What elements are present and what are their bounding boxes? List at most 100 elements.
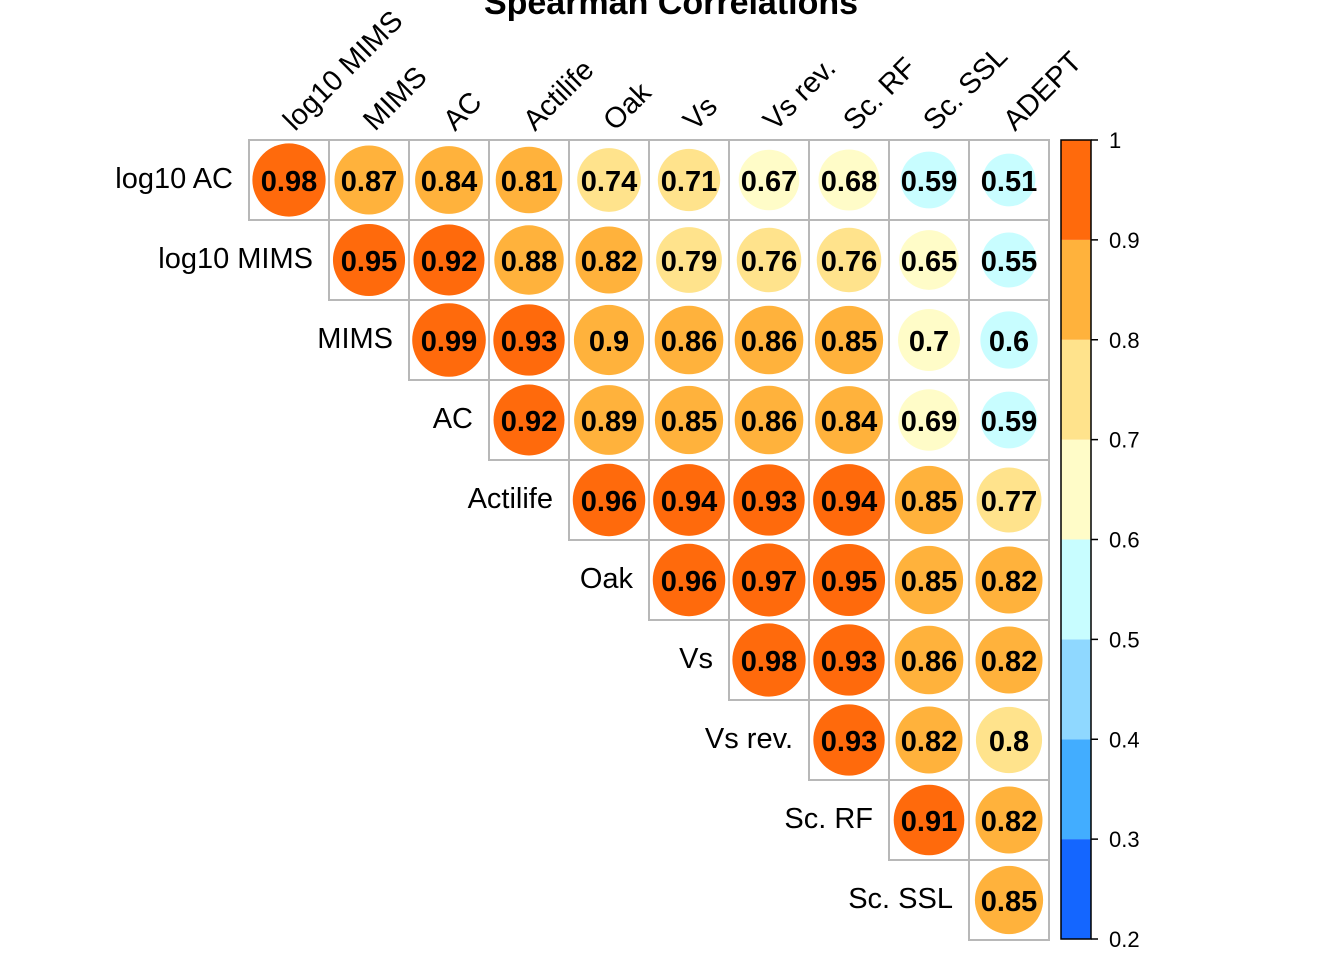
colorbar-segment: [1061, 339, 1091, 440]
correlation-circle: [813, 464, 885, 536]
correlation-circle: [413, 224, 485, 296]
correlation-circle: [493, 384, 565, 456]
correlation-value: 0.85: [901, 566, 957, 598]
correlation-circle: [975, 786, 1043, 854]
correlation-circle: [495, 146, 563, 214]
correlation-circle: [975, 706, 1043, 774]
correlation-circle: [575, 226, 643, 294]
correlation-circle: [980, 391, 1038, 449]
correlation-circle: [900, 151, 958, 209]
correlation-circle: [816, 227, 882, 293]
correlation-value: 0.85: [981, 886, 1037, 918]
correlation-circle: [898, 309, 960, 371]
correlation-value: 0.85: [901, 486, 957, 518]
correlation-value: 0.97: [741, 566, 797, 598]
correlation-circle: [732, 543, 806, 617]
correlation-value: 0.74: [581, 166, 637, 198]
correlation-value: 0.93: [741, 486, 797, 518]
correlation-circle: [894, 465, 964, 535]
colorbar-tick-label: 0.5: [1109, 627, 1140, 652]
correlation-circle: [573, 304, 645, 376]
correlation-circle: [415, 146, 483, 214]
correlation-value: 0.95: [821, 566, 877, 598]
row-label: Oak: [580, 563, 634, 595]
row-label: Vs rev.: [705, 723, 793, 755]
column-label: AC: [437, 86, 488, 137]
column-label: ADEPT: [997, 46, 1088, 137]
correlation-circle: [893, 784, 965, 856]
correlation-circle: [894, 625, 964, 695]
correlation-circle: [332, 223, 406, 297]
correlation-value: 0.71: [661, 166, 717, 198]
correlation-value: 0.94: [661, 486, 717, 518]
correlation-value: 0.82: [901, 726, 957, 758]
correlation-value: 0.93: [821, 646, 877, 678]
correlation-circle: [654, 385, 724, 455]
correlation-value: 0.93: [501, 326, 557, 358]
correlation-value: 0.84: [821, 406, 877, 438]
column-label: Sc. RF: [837, 52, 922, 137]
correlation-value: 0.98: [741, 646, 797, 678]
correlation-value: 0.69: [901, 406, 957, 438]
correlation-circle: [652, 543, 726, 617]
column-label: Actilife: [517, 54, 600, 137]
correlation-circle: [898, 389, 960, 451]
row-label: Sc. SSL: [848, 883, 953, 915]
colorbar-segment: [1061, 739, 1091, 840]
correlation-circle: [975, 626, 1043, 694]
correlation-circle: [733, 464, 805, 536]
correlation-circle: [818, 149, 880, 211]
correlation-circle: [654, 305, 724, 375]
correlation-value: 0.59: [981, 406, 1037, 438]
colorbar-tick-label: 0.8: [1109, 328, 1140, 353]
correlation-value: 0.91: [901, 806, 957, 838]
correlation-value: 0.82: [981, 566, 1037, 598]
colorbar-tick-label: 0.6: [1109, 528, 1140, 553]
correlation-circle: [656, 227, 722, 293]
correlation-value: 0.95: [341, 246, 397, 278]
row-label: Actilife: [468, 483, 553, 515]
correlation-value: 0.59: [901, 166, 957, 198]
colorbar-tick-label: 0.9: [1109, 228, 1140, 253]
correlation-value: 0.88: [501, 246, 557, 278]
correlation-circle: [975, 546, 1043, 614]
colorbar-segment: [1061, 539, 1091, 640]
correlation-value: 0.86: [661, 326, 717, 358]
correlation-value: 0.82: [981, 806, 1037, 838]
correlation-value: 0.82: [581, 246, 637, 278]
correlation-circle: [738, 149, 800, 211]
correlation-circle: [814, 305, 884, 375]
correlation-value: 0.96: [661, 566, 717, 598]
column-label: Vs: [677, 90, 724, 137]
correlation-circle: [732, 623, 806, 697]
colorbar-segment: [1061, 140, 1091, 240]
correlation-value: 0.89: [581, 406, 637, 438]
grid-cell: [968, 859, 1050, 941]
correlation-value: 0.93: [821, 726, 877, 758]
correlation-circle: [252, 143, 326, 217]
correlation-value: 0.68: [821, 166, 877, 198]
correlation-value: 0.96: [581, 486, 637, 518]
correlation-circle: [812, 543, 886, 617]
colorbar-segment: [1061, 439, 1091, 540]
correlation-circle: [815, 386, 883, 454]
correlation-circle: [813, 624, 885, 696]
correlation-value: 0.94: [821, 486, 877, 518]
correlation-circle: [574, 385, 644, 455]
correlation-value: 0.77: [981, 486, 1037, 518]
correlation-value: 0.6: [989, 326, 1029, 358]
correlation-circle: [894, 545, 964, 615]
correlation-circle: [974, 865, 1044, 935]
correlation-circle: [334, 145, 404, 215]
correlation-circle: [981, 232, 1037, 288]
correlation-grid: 0.98 0.87 0.84 0.81 0.74 0.71 0.67 0.68 0.59 0.51…: [248, 139, 1050, 941]
colorbar-tick-label: 0.4: [1109, 727, 1140, 752]
correlation-value: 0.76: [821, 246, 877, 278]
correlation-circle: [982, 153, 1036, 207]
correlation-circle: [899, 230, 959, 290]
correlation-value: 0.8: [989, 726, 1029, 758]
correlation-circle: [494, 225, 564, 295]
correlation-circle: [976, 467, 1042, 533]
correlation-circle: [412, 303, 486, 377]
